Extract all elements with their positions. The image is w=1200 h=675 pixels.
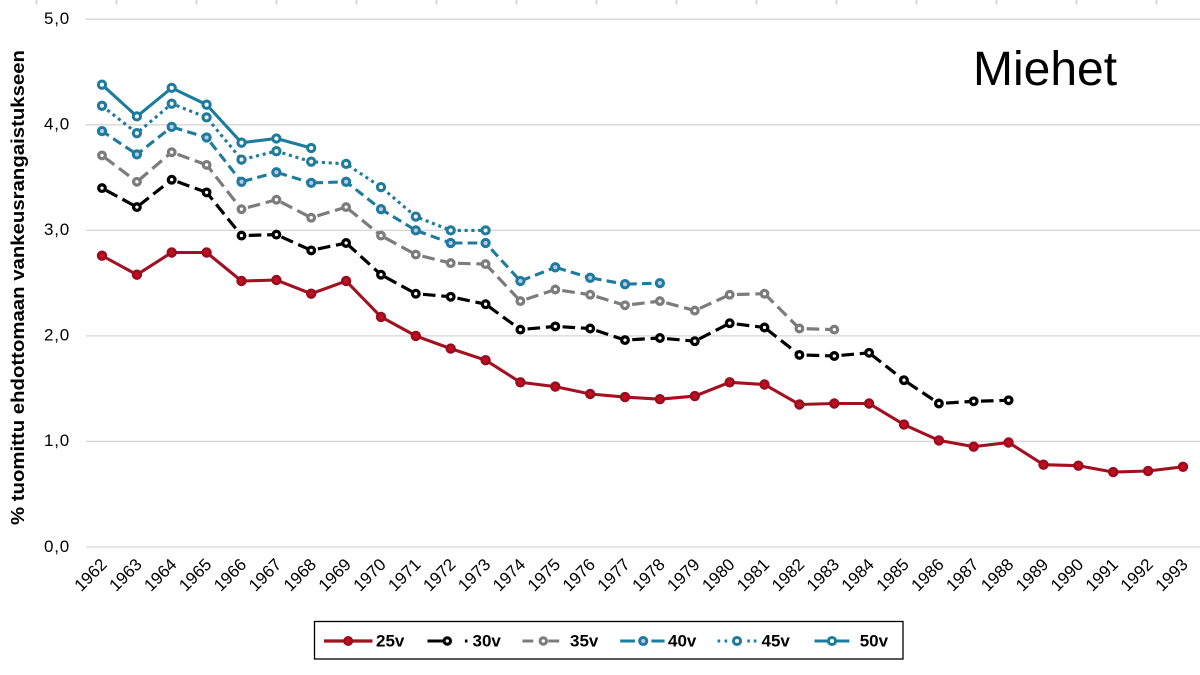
svg-text:% tuomittu ehdottomaan vankeus: % tuomittu ehdottomaan vankeusrangaistuk… bbox=[8, 50, 28, 525]
svg-text:35v: 35v bbox=[570, 632, 599, 651]
svg-text:0,0: 0,0 bbox=[44, 537, 70, 556]
svg-text:25v: 25v bbox=[376, 632, 405, 651]
svg-text:Miehet: Miehet bbox=[973, 43, 1117, 96]
svg-text:3,0: 3,0 bbox=[44, 220, 70, 239]
svg-text:4,0: 4,0 bbox=[44, 115, 70, 134]
svg-text:2,0: 2,0 bbox=[44, 326, 70, 345]
svg-text:40v: 40v bbox=[668, 632, 697, 651]
svg-text:1,0: 1,0 bbox=[44, 431, 70, 450]
svg-text:30v: 30v bbox=[473, 632, 502, 651]
svg-text:50v: 50v bbox=[860, 632, 889, 651]
svg-text:5,0: 5,0 bbox=[44, 9, 70, 28]
svg-text:45v: 45v bbox=[762, 632, 791, 651]
